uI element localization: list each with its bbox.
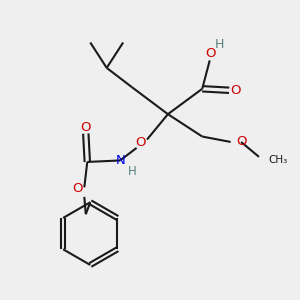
Text: CH₃: CH₃ [268,155,287,165]
Text: O: O [230,84,241,97]
Text: H: H [214,38,224,51]
Text: O: O [237,135,247,148]
Text: O: O [205,47,216,60]
Text: O: O [73,182,83,195]
Text: N: N [115,154,125,167]
Text: O: O [135,136,146,149]
Text: O: O [80,121,91,134]
Text: H: H [128,165,136,178]
